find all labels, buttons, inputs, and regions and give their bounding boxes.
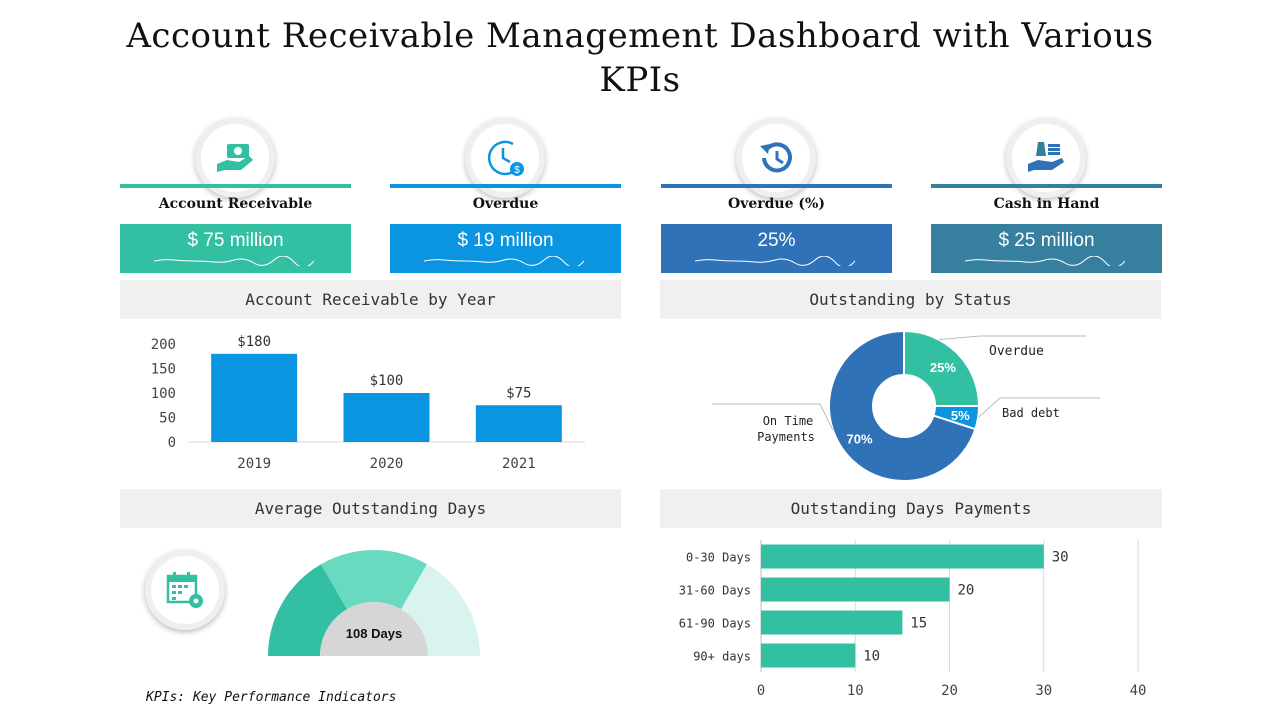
x-tick-label: 2021 bbox=[502, 456, 536, 472]
bar-2019 bbox=[211, 353, 298, 442]
kpi-card-overdue-percent: Overdue (%) 25% bbox=[661, 118, 892, 273]
slice-value-label: 25% bbox=[930, 360, 956, 375]
kpi-label: Overdue (%) bbox=[728, 196, 825, 212]
hbar-data-label: 10 bbox=[863, 649, 880, 665]
hand-money-icon bbox=[217, 144, 253, 172]
footer-note: KPIs: Key Performance Indicators bbox=[146, 690, 397, 705]
legend-label-bad-debt: Bad debt bbox=[1002, 406, 1060, 420]
gauge-segment-1 bbox=[268, 564, 347, 656]
hbar-2 bbox=[761, 577, 950, 602]
slice-value-label: 5% bbox=[951, 408, 970, 423]
avg-days-gauge: 108 Days bbox=[268, 550, 480, 656]
y-tick-label: 50 bbox=[159, 411, 176, 427]
cash-hand-icon bbox=[1028, 142, 1064, 172]
hbar-1 bbox=[761, 544, 1044, 569]
donut-slice-on-time-payments bbox=[828, 329, 977, 482]
hbar-data-label: 20 bbox=[958, 583, 975, 599]
section-header-by-status: Outstanding by Status bbox=[660, 280, 1161, 319]
bar-data-label: $180 bbox=[237, 334, 271, 350]
y-tick-label: 200 bbox=[151, 337, 176, 353]
outstanding-status-donut: 25% 5% 70% Overdue Bad debt On Time Payments bbox=[712, 329, 1100, 482]
kpi-value: 25% bbox=[757, 230, 796, 251]
x-tick-label: 2020 bbox=[370, 456, 404, 472]
y-category-label: 31-60 Days bbox=[679, 584, 751, 598]
legend-label-on-time: Payments bbox=[757, 430, 815, 444]
kpi-value-box: $ 75 million bbox=[120, 224, 351, 273]
kpi-card-cash-in-hand: Cash in Hand $ 25 million bbox=[931, 118, 1162, 273]
bar-2021 bbox=[475, 405, 562, 442]
gauge-center bbox=[320, 602, 428, 656]
x-tick-label: 40 bbox=[1130, 683, 1147, 699]
kpi-value: $ 25 million bbox=[998, 230, 1095, 251]
x-tick-label: 20 bbox=[941, 683, 958, 699]
kpi-accent-bar bbox=[390, 184, 621, 188]
sparkline bbox=[695, 256, 855, 266]
sparkline bbox=[154, 256, 314, 266]
kpi-value-box: $ 25 million bbox=[931, 224, 1162, 273]
y-tick-label: 100 bbox=[151, 386, 176, 402]
kpi-value: $ 19 million bbox=[457, 230, 554, 251]
kpi-value-box: $ 19 million bbox=[390, 224, 621, 273]
section-header-days-payments: Outstanding Days Payments bbox=[660, 489, 1162, 528]
gauge-segment-3 bbox=[401, 564, 480, 656]
sparkline bbox=[424, 256, 584, 266]
leader-line-overdue bbox=[938, 335, 1086, 341]
kpi-icon-circle: $ bbox=[465, 118, 545, 198]
kpi-value: $ 75 million bbox=[187, 230, 284, 251]
leader-line-on-time bbox=[712, 403, 834, 431]
x-tick-label: 0 bbox=[757, 683, 765, 699]
legend-label-overdue: Overdue bbox=[989, 344, 1044, 359]
kpi-card-account-receivable: Account Receivable $ 75 million bbox=[120, 118, 351, 273]
dashboard-title: Account Receivable Management Dashboard … bbox=[126, 16, 1154, 100]
donut-slice-overdue bbox=[903, 329, 981, 407]
x-tick-label: 30 bbox=[1035, 683, 1052, 699]
section-header-ar-by-year: Account Receivable by Year bbox=[120, 280, 621, 319]
section-header-avg-days: Average Outstanding Days bbox=[120, 489, 621, 528]
x-tick-label: 2019 bbox=[237, 456, 271, 472]
legend-label-on-time: On Time bbox=[763, 414, 814, 428]
hbar-3 bbox=[761, 610, 903, 635]
y-category-label: 0-30 Days bbox=[686, 551, 751, 565]
kpi-value-box: 25% bbox=[661, 224, 892, 273]
outstanding-days-chart: 0 10 20 30 40 30 0-30 Days 20 31-60 Days 15 61-90 … bbox=[679, 540, 1147, 699]
hbar-data-label: 30 bbox=[1052, 550, 1069, 566]
gauge-value-label: 108 Days bbox=[346, 626, 402, 641]
ar-by-year-chart: 0 50 100 150 200 $180 2019 $100 2020 $75 2021 bbox=[151, 334, 585, 472]
kpi-label: Account Receivable bbox=[158, 196, 313, 212]
kpi-label: Overdue bbox=[472, 196, 539, 212]
calendar-gear-icon bbox=[166, 572, 203, 608]
kpi-accent-bar bbox=[931, 184, 1162, 188]
y-category-label: 61-90 Days bbox=[679, 617, 751, 631]
clock-dollar-icon: $ bbox=[487, 140, 524, 176]
x-tick-label: 10 bbox=[847, 683, 864, 699]
y-category-label: 90+ days bbox=[693, 650, 751, 664]
slice-value-label: 70% bbox=[846, 431, 872, 446]
kpi-accent-bar bbox=[120, 184, 351, 188]
y-tick-label: 0 bbox=[168, 435, 176, 451]
bar-data-label: $100 bbox=[370, 373, 404, 389]
kpi-label: Cash in Hand bbox=[993, 196, 1100, 212]
gauge-segment-2 bbox=[321, 550, 427, 610]
hbar-4 bbox=[761, 643, 856, 668]
sparkline bbox=[965, 256, 1125, 266]
bar-2020 bbox=[343, 393, 430, 442]
kpi-accent-bar bbox=[661, 184, 892, 188]
bar-data-label: $75 bbox=[506, 385, 531, 401]
kpi-card-overdue: $ Overdue $ 19 million bbox=[390, 118, 621, 273]
history-clock-icon bbox=[760, 142, 792, 173]
calendar-icon-circle bbox=[145, 550, 225, 630]
y-tick-label: 150 bbox=[151, 362, 176, 378]
leader-line-bad-debt bbox=[977, 397, 1100, 419]
svg-text:$: $ bbox=[514, 165, 520, 176]
hbar-data-label: 15 bbox=[910, 616, 927, 632]
